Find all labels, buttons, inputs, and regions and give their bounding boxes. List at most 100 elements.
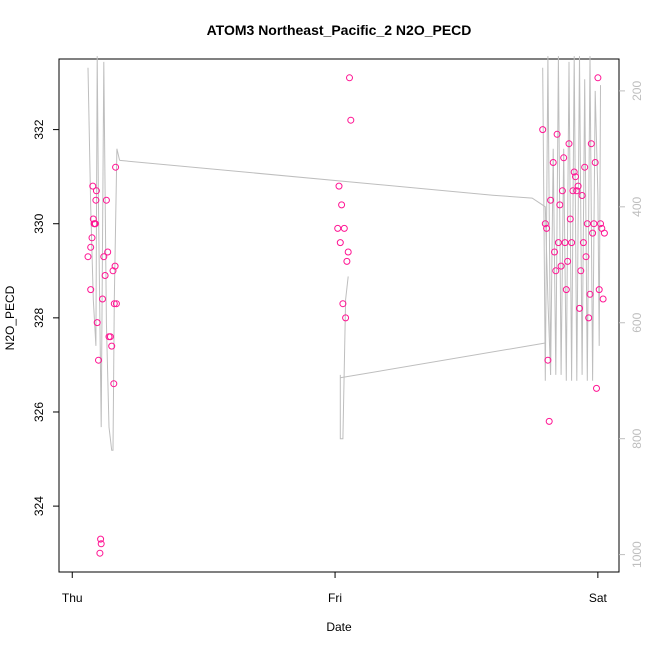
data-point	[564, 257, 572, 265]
y2-tick-label: 200	[630, 81, 644, 101]
y-tick-label: 328	[32, 308, 46, 328]
y2-tick-label: 800	[630, 428, 644, 448]
y-axis: 324 326 328 330 332	[32, 119, 59, 516]
data-point	[99, 295, 106, 303]
data-points	[84, 74, 608, 557]
profile-line	[542, 56, 601, 381]
profile-line	[340, 342, 546, 379]
data-point	[89, 182, 97, 190]
data-point	[597, 220, 604, 228]
data-point	[549, 159, 557, 166]
data-point	[572, 173, 579, 181]
data-point	[570, 168, 578, 176]
data-point	[593, 384, 600, 392]
data-point	[335, 182, 343, 190]
data-point	[599, 295, 607, 303]
data-point	[87, 243, 95, 251]
data-point	[558, 187, 566, 195]
x-axis-label: Date	[326, 620, 352, 634]
data-point	[547, 196, 555, 204]
secondary-y-axis: 200 400 600 800 1000	[619, 81, 644, 568]
x-tick-label: Fri	[328, 591, 342, 605]
data-point	[560, 154, 568, 162]
y2-tick-label: 1000	[630, 541, 644, 568]
data-point	[573, 187, 581, 195]
data-point	[569, 187, 577, 195]
data-point	[595, 286, 603, 294]
data-point	[581, 163, 589, 171]
data-point	[589, 229, 597, 237]
profile-line	[339, 276, 349, 440]
data-point	[340, 224, 348, 232]
x-tick-label: Sat	[589, 591, 608, 605]
data-point	[552, 267, 560, 275]
data-point	[586, 290, 594, 298]
data-point	[344, 248, 352, 256]
data-point	[554, 239, 562, 247]
profile-lines	[87, 56, 601, 451]
data-point	[342, 314, 350, 322]
data-point	[594, 74, 602, 82]
y-tick-label: 326	[32, 402, 46, 422]
y-tick-label: 332	[32, 119, 46, 139]
data-point	[336, 239, 344, 247]
y2-tick-label: 400	[630, 196, 644, 216]
data-point	[108, 342, 116, 350]
y-tick-label: 330	[32, 213, 46, 233]
data-point	[106, 333, 114, 341]
data-point	[551, 248, 558, 256]
data-point	[545, 417, 553, 425]
data-point	[591, 159, 599, 166]
data-point	[100, 253, 108, 261]
data-point	[539, 126, 547, 134]
data-point	[92, 196, 100, 204]
data-point	[91, 220, 99, 228]
data-point	[110, 380, 118, 388]
data-point	[92, 187, 100, 195]
data-point	[93, 319, 101, 327]
data-point	[343, 257, 351, 265]
x-axis: Thu Fri Sat	[62, 572, 608, 605]
data-point	[587, 140, 595, 148]
y-axis-label: N2O_PECD	[3, 285, 17, 350]
data-point	[577, 267, 585, 275]
y2-tick-label: 600	[630, 312, 644, 332]
data-point	[96, 549, 104, 557]
data-point	[87, 286, 95, 294]
data-point	[565, 140, 573, 148]
data-point	[97, 535, 105, 543]
data-point	[582, 253, 590, 261]
data-point	[97, 540, 105, 548]
data-point	[576, 304, 583, 312]
data-point	[112, 300, 120, 308]
data-point	[95, 356, 102, 364]
data-point	[574, 182, 582, 190]
data-point	[557, 262, 565, 270]
y-tick-label: 324	[32, 496, 46, 516]
data-point	[553, 130, 561, 138]
data-point	[339, 300, 347, 308]
data-point	[562, 286, 570, 294]
data-point	[347, 116, 355, 124]
data-point	[102, 196, 110, 204]
data-point	[583, 220, 591, 228]
data-point	[104, 248, 112, 256]
x-tick-label: Thu	[62, 591, 83, 605]
data-point	[112, 163, 120, 171]
data-point	[88, 234, 96, 242]
data-point	[568, 239, 576, 247]
data-point	[544, 356, 552, 364]
data-point	[561, 239, 569, 247]
data-point	[578, 192, 586, 199]
data-point	[590, 220, 598, 228]
data-point	[600, 229, 608, 237]
profile-line	[119, 159, 552, 375]
plot-frame	[58, 58, 620, 573]
data-point	[556, 201, 564, 209]
data-point	[585, 314, 593, 322]
data-point	[541, 220, 549, 228]
data-point	[579, 239, 587, 247]
data-point	[84, 253, 92, 261]
data-point	[543, 224, 551, 232]
